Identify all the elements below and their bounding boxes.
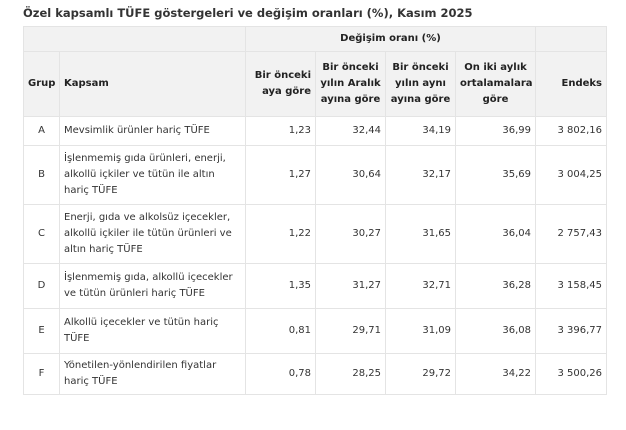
- header-monthly: Bir önceki aya göre: [245, 51, 316, 117]
- cell-monthly: 0,78: [245, 353, 316, 395]
- header-row-columns: Grup Kapsam Bir önceki aya göre Bir önce…: [23, 51, 608, 117]
- cell-12m-avg: 36,04: [454, 204, 537, 264]
- cell-12m-avg: 35,69: [454, 145, 537, 205]
- cpi-indicators-table: Değişim oranı (%) Grup Kapsam Bir önceki…: [23, 26, 608, 395]
- header-spacer-left: [23, 26, 246, 52]
- cell-monthly: 1,27: [245, 145, 316, 205]
- cell-endeks: 2 757,43: [535, 204, 608, 264]
- header-grup: Grup: [23, 51, 60, 117]
- cell-ytd: 28,25: [315, 353, 386, 395]
- table-row: B İşlenmemiş gıda ürünleri, enerji, alko…: [23, 145, 608, 205]
- cell-ytd: 30,64: [315, 145, 386, 205]
- cell-yoy: 31,65: [385, 204, 456, 264]
- header-kapsam: Kapsam: [59, 51, 246, 117]
- cell-yoy: 32,71: [385, 263, 456, 309]
- cell-ytd: 30,27: [315, 204, 386, 264]
- table-row: C Enerji, gıda ve alkolsüz içecekler, al…: [23, 204, 608, 264]
- cell-monthly: 1,35: [245, 263, 316, 309]
- table-row: D İşlenmemiş gıda, alkollü içecekler ve …: [23, 263, 608, 309]
- cell-kapsam: Alkollü içecekler ve tütün hariç TÜFE: [59, 308, 246, 354]
- cell-endeks: 3 004,25: [535, 145, 608, 205]
- header-endeks: Endeks: [535, 51, 608, 117]
- cell-yoy: 32,17: [385, 145, 456, 205]
- cell-grup: F: [23, 353, 60, 395]
- cell-grup: B: [23, 145, 60, 205]
- header-spacer-right: [535, 26, 608, 52]
- cell-12m-avg: 36,99: [454, 116, 537, 146]
- cell-yoy: 29,72: [385, 353, 456, 395]
- cell-12m-avg: 36,08: [454, 308, 537, 354]
- cell-yoy: 34,19: [385, 116, 456, 146]
- cell-endeks: 3 802,16: [535, 116, 608, 146]
- table-row: E Alkollü içecekler ve tütün hariç TÜFE …: [23, 308, 608, 354]
- table-title: Özel kapsamlı TÜFE göstergeleri ve değiş…: [23, 6, 473, 20]
- cell-yoy: 31,09: [385, 308, 456, 354]
- cell-kapsam: Mevsimlik ürünler hariç TÜFE: [59, 116, 246, 146]
- table-row: F Yönetilen-yönlendirilen fiyatlar hariç…: [23, 353, 608, 395]
- cell-ytd: 29,71: [315, 308, 386, 354]
- cell-grup: A: [23, 116, 60, 146]
- cell-grup: E: [23, 308, 60, 354]
- cell-monthly: 0,81: [245, 308, 316, 354]
- cell-ytd: 31,27: [315, 263, 386, 309]
- cell-kapsam: İşlenmemiş gıda ürünleri, enerji, alkoll…: [59, 145, 246, 205]
- cell-endeks: 3 396,77: [535, 308, 608, 354]
- cell-ytd: 32,44: [315, 116, 386, 146]
- cell-monthly: 1,22: [245, 204, 316, 264]
- cell-endeks: 3 500,26: [535, 353, 608, 395]
- header-12m-avg: On iki aylık ortalamalara göre: [454, 51, 537, 117]
- cell-grup: C: [23, 204, 60, 264]
- cell-12m-avg: 34,22: [454, 353, 537, 395]
- cell-kapsam: Enerji, gıda ve alkolsüz içecekler, alko…: [59, 204, 246, 264]
- cell-12m-avg: 36,28: [454, 263, 537, 309]
- header-row-group: Değişim oranı (%): [23, 26, 608, 52]
- header-ytd: Bir önceki yılın Aralık ayına göre: [315, 51, 386, 117]
- cell-monthly: 1,23: [245, 116, 316, 146]
- header-yoy: Bir önceki yılın aynı ayına göre: [385, 51, 456, 117]
- cell-grup: D: [23, 263, 60, 309]
- cell-kapsam: İşlenmemiş gıda, alkollü içecekler ve tü…: [59, 263, 246, 309]
- table-row: A Mevsimlik ürünler hariç TÜFE 1,23 32,4…: [23, 116, 608, 146]
- header-change-rate: Değişim oranı (%): [244, 26, 537, 52]
- cell-kapsam: Yönetilen-yönlendirilen fiyatlar hariç T…: [59, 353, 246, 395]
- cell-endeks: 3 158,45: [535, 263, 608, 309]
